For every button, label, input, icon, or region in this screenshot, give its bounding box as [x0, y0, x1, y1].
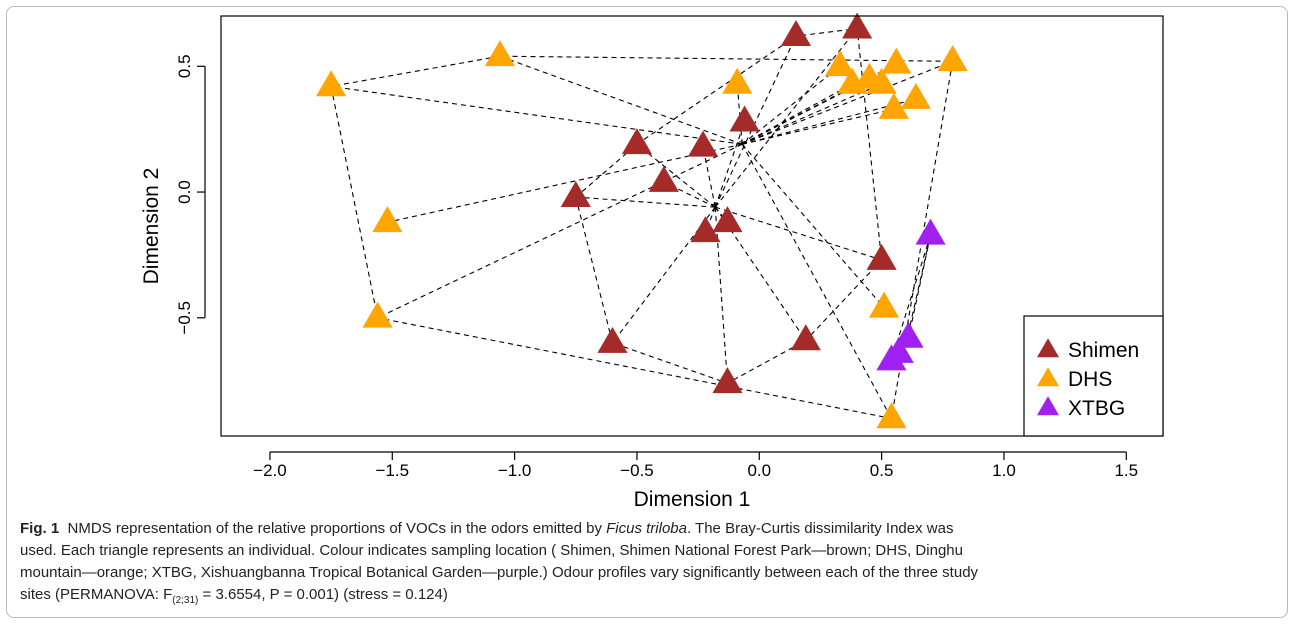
caption-line4-pre: sites (PERMANOVA: F: [20, 586, 173, 603]
spider-line-dhs-12: [377, 143, 743, 319]
spider-line-shimen-0: [714, 35, 797, 208]
spider-line-dhs-6: [741, 83, 882, 145]
point-dhs-8: [937, 45, 968, 72]
point-dhs-1: [484, 40, 516, 67]
point-dhs-2: [722, 67, 753, 94]
caption-line3: mountain—orange; XTBG, Xishuangbanna Tro…: [20, 564, 979, 581]
x-tick-label-6: 1.0: [992, 461, 1016, 480]
legend-marker-dhs: [1036, 367, 1060, 387]
point-dhs-3: [824, 50, 856, 77]
point-shimen-8: [690, 216, 721, 243]
x-tick-label-7: 1.5: [1114, 461, 1138, 480]
spider-line-shimen-2: [714, 121, 746, 208]
point-dhs-14: [876, 402, 907, 429]
legend-label-dhs: DHS: [1068, 368, 1112, 391]
point-shimen-2: [729, 105, 760, 132]
point-dhs-0: [316, 70, 347, 97]
point-dhs-13: [868, 291, 900, 318]
legend-label-shimen: Shimen: [1068, 339, 1139, 362]
centroid-marker-dhs: *: [739, 137, 745, 154]
legend: Shimen DHS XTBG: [1023, 315, 1164, 437]
caption-line4-post: = 3.6554, P = 0.001) (stress = 0.124): [198, 586, 448, 603]
x-tick-label-1: −1.5: [375, 461, 409, 480]
spider-line-shimen-4: [702, 146, 716, 208]
point-shimen-12: [712, 367, 743, 394]
caption-line4-sub: (2;31): [172, 595, 199, 606]
x-tick-label-4: 0.0: [747, 461, 771, 480]
x-tick-label-3: −0.5: [620, 461, 654, 480]
legend-marker-shimen: [1036, 338, 1060, 358]
point-shimen-11: [790, 324, 821, 351]
spider-line-shimen-6: [575, 196, 716, 208]
spider-line-shimen-1: [714, 28, 858, 208]
spider-line-dhs-9: [742, 98, 917, 145]
y-axis: −0.5 0.0 0.5: [175, 54, 206, 335]
point-dhs-6: [866, 67, 897, 94]
spider-line-dhs-3: [741, 65, 841, 145]
x-tick-label-2: −1.0: [498, 461, 532, 480]
legend-marker-xtbg: [1036, 396, 1060, 416]
x-axis: −2.0 −1.5 −1.0 −0.5 0.0 0.5 1.0 1.5: [253, 451, 1138, 480]
caption-line2: used. Each triangle represents an indivi…: [20, 542, 963, 559]
spider-line-dhs-10: [742, 108, 894, 145]
point-dhs-7: [881, 47, 912, 74]
point-dhs-10: [878, 92, 909, 119]
point-xtbg-3: [876, 344, 907, 371]
plot-area-border: [220, 15, 1164, 437]
point-shimen-4: [687, 130, 719, 157]
x-tick-label-5: 0.5: [870, 461, 894, 480]
point-shimen-6: [560, 180, 591, 207]
caption-species: Ficus triloba: [606, 520, 687, 537]
point-shimen-5: [648, 165, 679, 192]
spider-line-dhs-8: [741, 60, 953, 145]
figure-caption: Fig. 1 NMDS representation of the relati…: [20, 518, 1282, 606]
point-shimen-7: [712, 206, 743, 233]
caption-line1-pre: NMDS representation of the relative prop…: [67, 520, 602, 537]
spider-line-dhs-11: [387, 143, 743, 223]
spider-line-shimen-9: [715, 206, 882, 261]
point-dhs-9: [900, 82, 931, 109]
y-tick-label-2: 0.5: [175, 54, 194, 78]
data-points: [316, 12, 968, 429]
nmds-plot: *** −2.0−1.5−1.0−0.50.00.51.01.5 −0.50.0…: [140, 12, 1164, 511]
x-tick-label-0: −2.0: [253, 461, 287, 480]
caption-figure-label: Fig. 1: [20, 520, 60, 537]
point-shimen-9: [866, 243, 897, 270]
point-xtbg-0: [915, 218, 946, 245]
figure-frame: [6, 6, 1288, 618]
point-shimen-10: [597, 326, 628, 353]
y-tick-label-0: −0.5: [175, 301, 194, 335]
point-dhs-11: [372, 206, 403, 233]
spider-line-dhs-14: [741, 144, 892, 419]
spider-line-shimen-12: [714, 207, 729, 384]
spider-line-dhs-1: [499, 55, 743, 145]
x-axis-label: Dimension 1: [634, 488, 751, 511]
spider-line-dhs-0: [331, 85, 743, 145]
legend-label-xtbg: XTBG: [1068, 397, 1125, 420]
centroid-marker-shimen: *: [712, 200, 718, 217]
point-dhs-12: [362, 301, 393, 328]
spider-line-dhs-13: [741, 143, 885, 309]
caption-line1-post: . The Bray-Curtis dissimilarity Index wa…: [686, 520, 954, 537]
y-tick-label-1: 0.0: [175, 180, 194, 204]
hull-dhs: [330, 55, 954, 420]
point-shimen-3: [621, 128, 653, 155]
y-axis-label: Dimension 2: [140, 168, 163, 285]
point-shimen-0: [780, 19, 812, 46]
spider-line-shimen-3: [636, 143, 716, 208]
point-shimen-1: [842, 12, 873, 39]
